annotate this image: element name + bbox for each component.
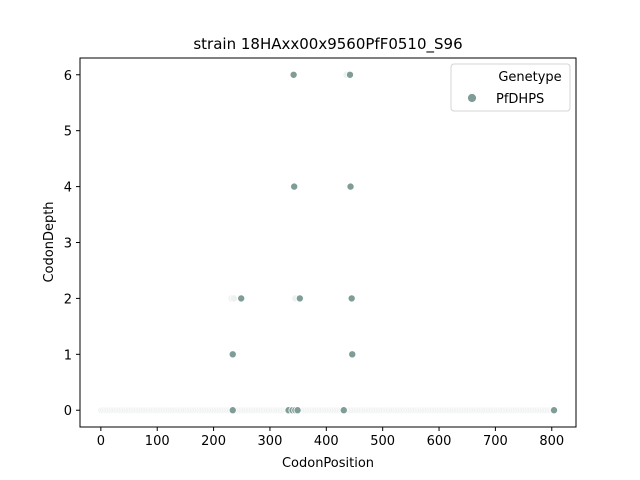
y-tick-label: 3 — [64, 237, 72, 252]
faint-data-point — [229, 294, 238, 303]
data-points-layer — [228, 70, 559, 415]
x-tick-label: 400 — [314, 434, 339, 449]
y-tick-label: 1 — [64, 348, 72, 363]
legend-entry-pfdhps: PfDHPS — [496, 92, 544, 107]
data-point — [293, 406, 302, 415]
y-tick-label: 6 — [64, 69, 72, 84]
x-tick-label: 100 — [145, 434, 170, 449]
data-point — [347, 294, 356, 303]
plot-area-frame — [79, 57, 577, 428]
data-point — [346, 182, 355, 191]
data-point — [228, 350, 237, 359]
data-point — [295, 294, 304, 303]
y-tick-label: 0 — [64, 404, 72, 419]
data-point — [339, 406, 348, 415]
data-point — [228, 406, 237, 415]
data-point — [237, 294, 246, 303]
data-point — [348, 350, 357, 359]
x-tick-label: 200 — [201, 434, 226, 449]
legend-marker-pfdhps — [467, 93, 477, 103]
x-axis-title: CodonPosition — [282, 456, 374, 471]
x-tick-label: 0 — [97, 434, 105, 449]
x-axis-ticks: 0 100 200 300 400 500 600 700 800 — [97, 427, 564, 449]
data-point — [550, 406, 559, 415]
faint-points-layer — [97, 70, 559, 415]
x-tick-label: 800 — [539, 434, 564, 449]
legend-title: Genetype — [498, 70, 561, 85]
x-tick-label: 500 — [370, 434, 395, 449]
y-axis-ticks: 0 1 2 3 4 5 6 — [64, 69, 80, 419]
x-tick-label: 600 — [427, 434, 452, 449]
y-tick-label: 4 — [64, 181, 72, 196]
x-tick-label: 300 — [258, 434, 283, 449]
y-axis-title: CodonDepth — [42, 201, 57, 282]
legend-box — [450, 63, 571, 112]
y-tick-label: 2 — [64, 292, 72, 307]
data-point — [290, 182, 299, 191]
y-tick-label: 5 — [64, 125, 72, 140]
chart-title: strain 18HAxx00x9560PfF0510_S96 — [193, 35, 462, 54]
data-point — [345, 70, 354, 79]
data-point — [289, 70, 298, 79]
legend: Genetype PfDHPS — [450, 63, 571, 112]
x-tick-label: 700 — [483, 434, 508, 449]
